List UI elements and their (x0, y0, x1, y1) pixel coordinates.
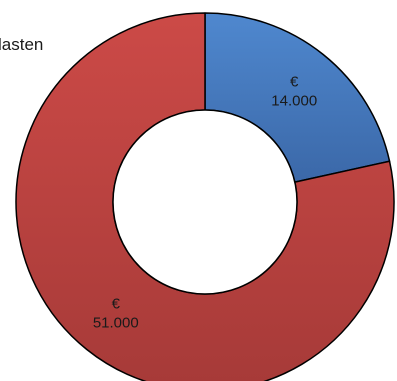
labels-group: €14.000 € 51.000 (93, 73, 317, 331)
data-label-2: €51.000 (93, 296, 139, 332)
data-label-1: €14.000 (271, 73, 317, 109)
partial-legend-text: lasten (0, 35, 43, 54)
donut-hole (112, 109, 298, 295)
